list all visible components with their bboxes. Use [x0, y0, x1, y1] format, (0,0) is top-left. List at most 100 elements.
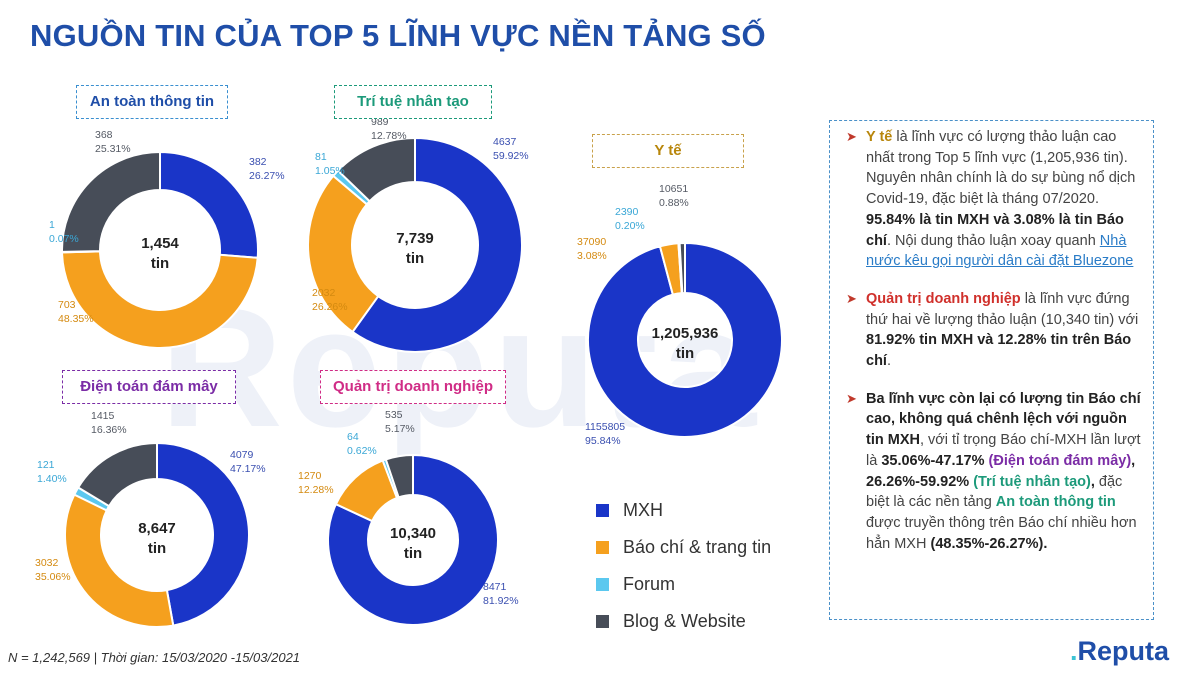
legend-swatch	[596, 577, 609, 591]
data-label-percent: 3.08%	[577, 250, 607, 262]
insight-paragraph-y-te: ➤ Y tế là lĩnh vực có lượng thảo luận ca…	[842, 127, 1143, 272]
data-label-percent: 48.35%	[58, 313, 94, 325]
data-label-value: 8471	[483, 581, 507, 593]
chart-title-tri-tue-nhan-tao: Trí tuệ nhân tạo	[334, 85, 492, 119]
insight-text: 81.92% tin MXH và 12.28% tin trên Báo ch…	[866, 332, 1132, 370]
donut-center-unit: tin	[406, 250, 424, 267]
donut-slice-mxh	[587, 241, 783, 438]
legend-item-bao-chi: Báo chí & trang tin	[596, 535, 771, 559]
donut-slice-mxh	[156, 441, 250, 627]
data-label-value: 4637	[493, 136, 517, 148]
legend-swatch	[596, 503, 609, 517]
data-label-percent: 59.92%	[493, 150, 529, 162]
data-label-value: 535	[385, 409, 403, 421]
data-label-percent: 47.17%	[230, 463, 266, 475]
bluezone-link[interactable]: Nhà nước kêu gọi người dân cài đặt Bluez…	[866, 232, 1134, 270]
insight-text: (Trí tuệ nhân tạo)	[973, 473, 1091, 490]
legend-label: Forum	[623, 573, 676, 594]
data-label-percent: 1.40%	[37, 473, 67, 485]
legend-label: Báo chí & trang tin	[623, 536, 772, 557]
legend-label: MXH	[623, 499, 663, 520]
donut-slice-blog-website	[61, 150, 161, 253]
legend-swatch	[596, 614, 609, 628]
donut-center-unit: tin	[148, 540, 166, 557]
data-label-value: 989	[371, 116, 389, 128]
insight-text: , với tỉ trọng Báo chí-MXH lần lượt là	[866, 432, 1141, 469]
page-title: NGUỒN TIN CỦA TOP 5 LĨNH VỰC NỀN TẢNG SỐ	[30, 18, 766, 53]
bullet-arrow-icon: ➤	[846, 290, 857, 306]
donut-slice-blog-website	[384, 453, 414, 499]
data-label-percent: 12.78%	[371, 130, 407, 142]
donut-center-unit: tin	[676, 345, 694, 362]
data-label-percent: 0.62%	[347, 445, 377, 457]
donut-center-total: 10,340	[390, 525, 436, 542]
insight-text: .	[886, 353, 891, 370]
donut-center-unit: tin	[151, 255, 169, 272]
insight-text: An toàn thông tin	[995, 494, 1116, 511]
data-label-percent: 35.06%	[35, 571, 71, 583]
data-label-value: 1	[49, 219, 55, 231]
data-label-value: 368	[95, 129, 113, 141]
insight-text: đặc biệt là các nền tảng	[866, 473, 1123, 511]
donut-slice-b-o-ch-trang-tin	[64, 493, 175, 628]
chart-title-an-toan-thong-tin: An toàn thông tin	[76, 85, 228, 119]
insight-text: 95.84% là tin MXH và 3.08% là tin Báo ch…	[866, 211, 1124, 249]
logo-dot: .	[1070, 636, 1078, 666]
data-label-percent: 26.27%	[249, 170, 285, 182]
donut-slice-mxh	[351, 136, 523, 353]
data-label-value: 2390	[615, 206, 639, 218]
insight-box: ➤ Y tế là lĩnh vực có lượng thảo luận ca…	[829, 120, 1154, 620]
legend-label: Blog & Website	[623, 610, 746, 631]
data-label-value: 37090	[577, 236, 606, 248]
chart-title-dien-toan-dam-may: Điện toán đám mây	[62, 370, 236, 404]
data-label-value: 4079	[230, 449, 254, 461]
donut-slice-blog-website	[76, 441, 158, 508]
insight-text: là lĩnh vực có lượng thảo luận cao nhất …	[866, 129, 1136, 208]
data-label-percent: 25.31%	[95, 143, 131, 155]
insight-text: (Điện toán đám mây)	[988, 452, 1132, 469]
data-label-percent: 1.05%	[315, 165, 345, 177]
insight-text: (48.35%-26.27%).	[930, 535, 1048, 552]
data-label-value: 2032	[312, 287, 336, 299]
legend-swatch	[596, 540, 609, 554]
data-label-value: 1155805	[585, 421, 625, 433]
donut-center-total: 7,739	[396, 230, 434, 247]
insight-text: được truyền thông trên Báo chí nhiều hơn…	[866, 514, 1137, 552]
data-label-percent: 81.92%	[483, 595, 519, 607]
chart-title-quan-tri-doanh-nghiep: Quản trị doanh nghiệp	[320, 370, 506, 404]
legend: MXH Báo chí & trang tin Forum Blog & Web…	[596, 498, 771, 646]
insight-text: ,	[1090, 473, 1095, 490]
insight-text: Y tế	[866, 129, 893, 145]
data-label-percent: 0.20%	[615, 220, 645, 232]
data-label-percent: 0.88%	[659, 197, 689, 209]
insight-text: 35.06%-47.17%	[881, 452, 989, 469]
bullet-arrow-icon: ➤	[846, 390, 857, 406]
data-label-percent: 95.84%	[585, 435, 621, 447]
logo-text: Reputa	[1077, 636, 1170, 666]
insight-text: là lĩnh vực đứng thứ hai về lượng thảo l…	[866, 290, 1139, 328]
bullet-arrow-icon: ➤	[846, 129, 857, 144]
data-label-value: 121	[37, 459, 55, 471]
data-label-value: 10651	[659, 183, 688, 195]
legend-item-mxh: MXH	[596, 498, 771, 522]
donut-center-total: 1,454	[141, 235, 179, 252]
insight-text: Quản trị doanh nghiệp	[866, 290, 1021, 307]
data-label-percent: 0.07%	[49, 233, 79, 245]
insight-paragraph-others: ➤ Ba lĩnh vực còn lại có lượng tin Báo c…	[842, 389, 1143, 555]
donut-slice-b-o-ch-trang-tin	[307, 174, 380, 334]
data-label-value: 382	[249, 156, 267, 168]
reputa-logo: .Reputa	[1070, 636, 1169, 667]
data-label-value: 1270	[298, 470, 322, 482]
data-label-value: 1415	[91, 410, 115, 422]
donut-center-unit: tin	[404, 545, 422, 562]
insight-text: Ba lĩnh vực còn lại có lượng tin Báo chí…	[866, 390, 1141, 449]
data-label-value: 81	[315, 151, 327, 163]
donut-slice-b-o-ch-trang-tin	[61, 250, 259, 349]
data-label-percent: 12.28%	[298, 484, 334, 496]
data-label-value: 64	[347, 431, 359, 443]
legend-item-forum: Forum	[596, 572, 771, 596]
